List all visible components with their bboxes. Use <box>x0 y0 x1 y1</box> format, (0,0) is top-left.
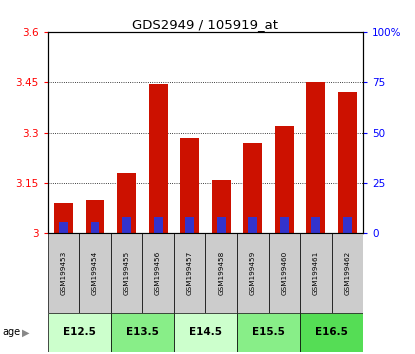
Bar <box>111 233 142 313</box>
Bar <box>212 180 231 233</box>
Bar <box>48 233 79 313</box>
Bar <box>185 217 194 233</box>
Text: E15.5: E15.5 <box>252 327 285 337</box>
Bar <box>300 233 332 313</box>
Bar <box>269 233 300 313</box>
Bar <box>338 92 357 233</box>
Bar <box>90 222 100 233</box>
Bar <box>237 313 300 352</box>
Text: GSM199453: GSM199453 <box>61 251 66 295</box>
Text: GSM199460: GSM199460 <box>281 251 287 295</box>
Bar <box>142 233 174 313</box>
Text: E13.5: E13.5 <box>126 327 159 337</box>
Bar <box>54 203 73 233</box>
Text: E12.5: E12.5 <box>63 327 96 337</box>
Title: GDS2949 / 105919_at: GDS2949 / 105919_at <box>132 18 278 31</box>
Text: GSM199459: GSM199459 <box>250 251 256 295</box>
Bar <box>237 233 269 313</box>
Bar <box>205 233 237 313</box>
Bar <box>306 82 325 233</box>
Text: GSM199461: GSM199461 <box>313 251 319 295</box>
Bar <box>217 217 226 233</box>
Bar <box>149 84 168 233</box>
Bar <box>122 217 131 233</box>
Text: ▶: ▶ <box>22 327 29 337</box>
Bar <box>180 138 199 233</box>
Bar <box>48 313 111 352</box>
Bar <box>154 217 163 233</box>
Bar <box>79 233 111 313</box>
Text: age: age <box>2 327 20 337</box>
Bar <box>174 313 237 352</box>
Bar <box>111 313 174 352</box>
Bar <box>343 217 352 233</box>
Bar <box>280 217 289 233</box>
Bar <box>243 143 262 233</box>
Bar <box>248 217 257 233</box>
Text: E14.5: E14.5 <box>189 327 222 337</box>
Bar <box>311 217 320 233</box>
Text: GSM199457: GSM199457 <box>187 251 193 295</box>
Bar <box>300 313 363 352</box>
Text: E16.5: E16.5 <box>315 327 348 337</box>
Bar <box>59 222 68 233</box>
Bar <box>174 233 205 313</box>
Bar <box>85 200 105 233</box>
Text: GSM199462: GSM199462 <box>344 251 350 295</box>
Text: GSM199454: GSM199454 <box>92 251 98 295</box>
Bar <box>275 126 294 233</box>
Bar <box>117 173 136 233</box>
Bar <box>332 233 363 313</box>
Text: GSM199455: GSM199455 <box>124 251 129 295</box>
Text: GSM199458: GSM199458 <box>218 251 224 295</box>
Text: GSM199456: GSM199456 <box>155 251 161 295</box>
